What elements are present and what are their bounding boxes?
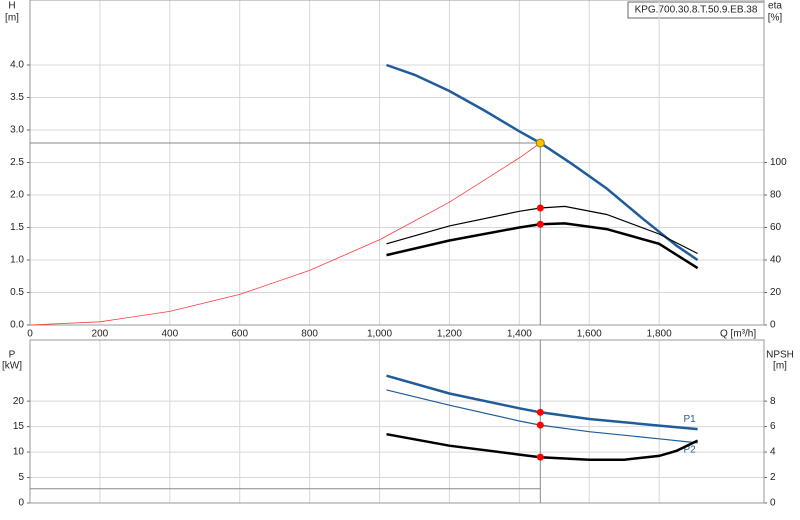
y-axis-label: P: [9, 350, 16, 361]
x-tick-label: 1,600: [577, 329, 602, 340]
series-label: P2: [683, 445, 696, 456]
operating-point: [536, 204, 544, 212]
y2-tick-label: 2: [770, 472, 776, 483]
curve: [386, 432, 699, 461]
y-tick-label: 20: [13, 396, 25, 407]
y-tick-label: 1.5: [10, 222, 24, 233]
x-tick-label: 1,800: [647, 329, 672, 340]
x-tick-label: 0: [27, 329, 33, 340]
y2-axis-unit: [m]: [773, 361, 787, 372]
y2-tick-label: 0: [770, 320, 776, 331]
y-tick-label: 0.5: [10, 287, 24, 298]
y2-tick-label: 6: [770, 421, 776, 432]
x-tick-label: 1,000: [367, 329, 392, 340]
operating-point: [536, 220, 544, 228]
series-label: P1: [683, 414, 696, 425]
y-tick-label: 3.0: [10, 125, 24, 136]
operating-point: [536, 453, 544, 461]
operating-point: [536, 421, 544, 429]
y-tick-label: 0.0: [10, 320, 24, 331]
y2-tick-label: 100: [770, 157, 787, 168]
y2-tick-label: 8: [770, 396, 776, 407]
y-tick-label: 3.5: [10, 92, 24, 103]
y-tick-label: 15: [13, 421, 25, 432]
curve: [386, 205, 698, 255]
y-tick-label: 10: [13, 447, 25, 458]
y2-tick-label: 4: [770, 447, 776, 458]
y-tick-label: 2.0: [10, 190, 24, 201]
y-axis-label: H: [8, 1, 15, 12]
plot-frame: [29, 339, 765, 504]
plot-frame: [29, 0, 765, 326]
y-tick-label: 2.5: [10, 157, 24, 168]
x-tick-label: 800: [301, 329, 318, 340]
operating-point: [536, 408, 544, 416]
product-name: KPG.700.30.8.T.50.9.EB.38: [635, 5, 758, 16]
y-tick-label: 0: [18, 498, 24, 509]
y2-axis-unit: [%]: [768, 13, 783, 24]
x-tick-label: 1,400: [507, 329, 532, 340]
y-axis-unit: [m]: [5, 13, 19, 24]
y-axis-unit: [kW]: [2, 361, 22, 372]
x-tick-label: 600: [231, 329, 248, 340]
x-tick-label: 400: [161, 329, 178, 340]
duty-point: [535, 138, 545, 148]
curve: [29, 142, 541, 326]
x-tick-label: 200: [92, 329, 109, 340]
y2-axis-label: NPSH: [766, 350, 794, 361]
y2-tick-label: 60: [770, 222, 782, 233]
y-tick-label: 4.0: [10, 60, 24, 71]
x-axis-label: Q [m³/h]: [720, 329, 756, 340]
y2-tick-label: 20: [770, 287, 782, 298]
y-tick-label: 5: [18, 472, 24, 483]
curve: [386, 222, 699, 270]
y-tick-label: 1.0: [10, 255, 24, 266]
y2-tick-label: 0: [770, 498, 776, 509]
y2-axis-label: eta: [768, 1, 782, 12]
y2-tick-label: 80: [770, 190, 782, 201]
y2-tick-label: 40: [770, 255, 782, 266]
x-tick-label: 1,200: [437, 329, 462, 340]
